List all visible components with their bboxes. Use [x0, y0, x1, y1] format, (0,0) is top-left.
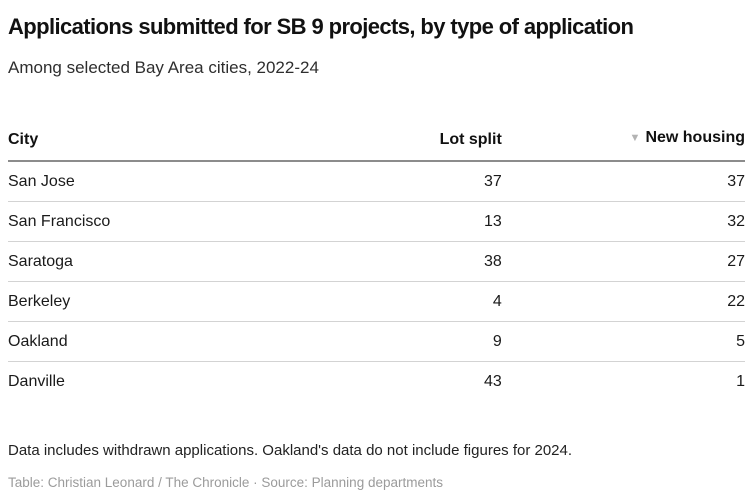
table-row: Saratoga 38 27 — [8, 241, 745, 282]
header-row: City Lot split ▼ New housing — [8, 107, 745, 162]
table-row: San Jose 37 37 — [8, 161, 745, 202]
data-table: City Lot split ▼ New housing San Jose 37 … — [8, 107, 745, 401]
lot-split-cell: 13 — [302, 201, 502, 242]
column-header-new-housing[interactable]: ▼ New housing — [501, 107, 745, 162]
city-cell: Saratoga — [8, 241, 303, 282]
column-header-new-housing-label: New housing — [645, 129, 745, 146]
new-housing-cell: 5 — [501, 321, 745, 362]
city-cell: Danville — [8, 373, 65, 390]
lot-split-cell: 38 — [302, 241, 502, 282]
city-cell: San Jose — [8, 161, 303, 202]
column-header-lot-split[interactable]: Lot split — [302, 107, 502, 162]
lot-split-cell: 37 — [302, 161, 502, 202]
column-header-city[interactable]: City — [8, 107, 303, 162]
table-row: Danville 43 1 — [8, 362, 745, 402]
credit-line: Table: Christian Leonard / The Chronicle… — [8, 475, 443, 490]
lot-split-cell: 4 — [302, 281, 502, 322]
lot-split-cell: 43 — [483, 373, 502, 390]
new-housing-cell: 32 — [501, 201, 745, 242]
city-cell: Berkeley — [8, 281, 303, 322]
sort-desc-icon: ▼ — [629, 132, 641, 144]
table-row: San Francisco 13 32 — [8, 201, 745, 242]
new-housing-cell: 1 — [736, 373, 745, 390]
column-header-lot-split-label: Lot split — [439, 131, 502, 148]
city-cell: Oakland — [8, 321, 303, 362]
table-row: Oakland 9 5 — [8, 321, 745, 362]
new-housing-cell: 22 — [501, 281, 745, 322]
new-housing-cell: 37 — [501, 161, 745, 202]
city-cell: San Francisco — [8, 201, 303, 242]
table-row: Berkeley 4 22 — [8, 281, 745, 322]
lot-split-cell: 9 — [302, 321, 502, 362]
column-header-city-label: City — [8, 131, 39, 148]
page-title: Applications submitted for SB 9 projects… — [8, 14, 634, 39]
page-subtitle: Among selected Bay Area cities, 2022-24 — [8, 58, 319, 77]
footnote: Data includes withdrawn applications. Oa… — [8, 442, 573, 459]
new-housing-cell: 27 — [501, 241, 745, 282]
